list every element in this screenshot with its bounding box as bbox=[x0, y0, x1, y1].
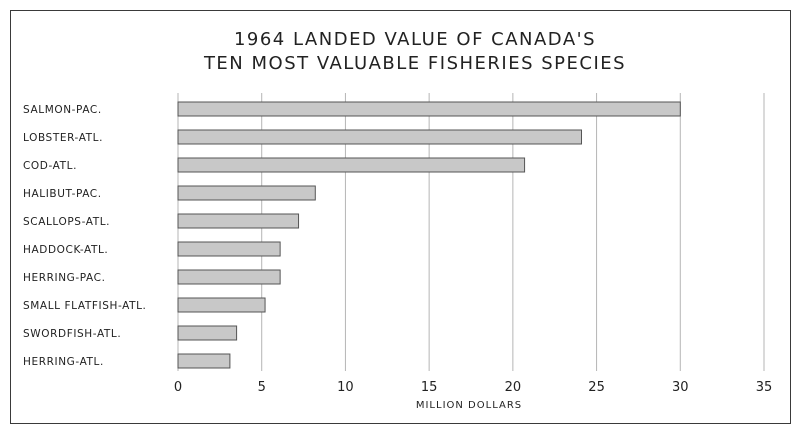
bar bbox=[177, 157, 526, 173]
bar-chart: 1964 LANDED VALUE OF CANADA'S TEN MOST V… bbox=[23, 29, 772, 411]
chart-title: 1964 LANDED VALUE OF CANADA'S bbox=[234, 29, 596, 50]
bar bbox=[177, 353, 231, 369]
x-tick-label: 15 bbox=[421, 380, 438, 395]
bar bbox=[177, 213, 300, 229]
bar bbox=[177, 241, 281, 257]
bars bbox=[177, 101, 681, 369]
category-label: COD-ATL. bbox=[23, 160, 77, 172]
x-tick-label: 20 bbox=[505, 380, 522, 395]
x-tick-label: 25 bbox=[588, 380, 605, 395]
bar bbox=[177, 297, 266, 313]
x-axis-title: MILLION DOLLARS bbox=[416, 400, 522, 411]
chart-subtitle: TEN MOST VALUABLE FISHERIES SPECIES bbox=[203, 53, 626, 74]
x-tick-label: 5 bbox=[258, 380, 266, 395]
category-label: HERRING-ATL. bbox=[23, 356, 104, 368]
category-label: SMALL FLATFISH-ATL. bbox=[23, 300, 146, 312]
bar bbox=[177, 101, 681, 117]
chart-frame: 1964 LANDED VALUE OF CANADA'S TEN MOST V… bbox=[10, 10, 791, 424]
x-tick-label: 10 bbox=[337, 380, 354, 395]
category-labels: SALMON-PAC. LOBSTER-ATL. COD-ATL. HALIBUT-P… bbox=[23, 104, 146, 368]
x-tick-label: 30 bbox=[672, 380, 689, 395]
category-label: SWORDFISH-ATL. bbox=[23, 328, 121, 340]
bar bbox=[177, 269, 281, 285]
x-tick-label: 35 bbox=[756, 380, 773, 395]
category-label: HADDOCK-ATL. bbox=[23, 244, 108, 256]
bar bbox=[177, 129, 583, 145]
category-label: SCALLOPS-ATL. bbox=[23, 216, 110, 228]
x-tick-labels: 0 5 10 15 20 25 30 35 bbox=[174, 380, 772, 395]
bar bbox=[177, 325, 238, 341]
x-tick-label: 0 bbox=[174, 380, 182, 395]
bar bbox=[177, 185, 316, 201]
category-label: HALIBUT-PAC. bbox=[23, 188, 102, 200]
category-label: SALMON-PAC. bbox=[23, 104, 102, 116]
category-label: HERRING-PAC. bbox=[23, 272, 106, 284]
category-label: LOBSTER-ATL. bbox=[23, 132, 103, 144]
